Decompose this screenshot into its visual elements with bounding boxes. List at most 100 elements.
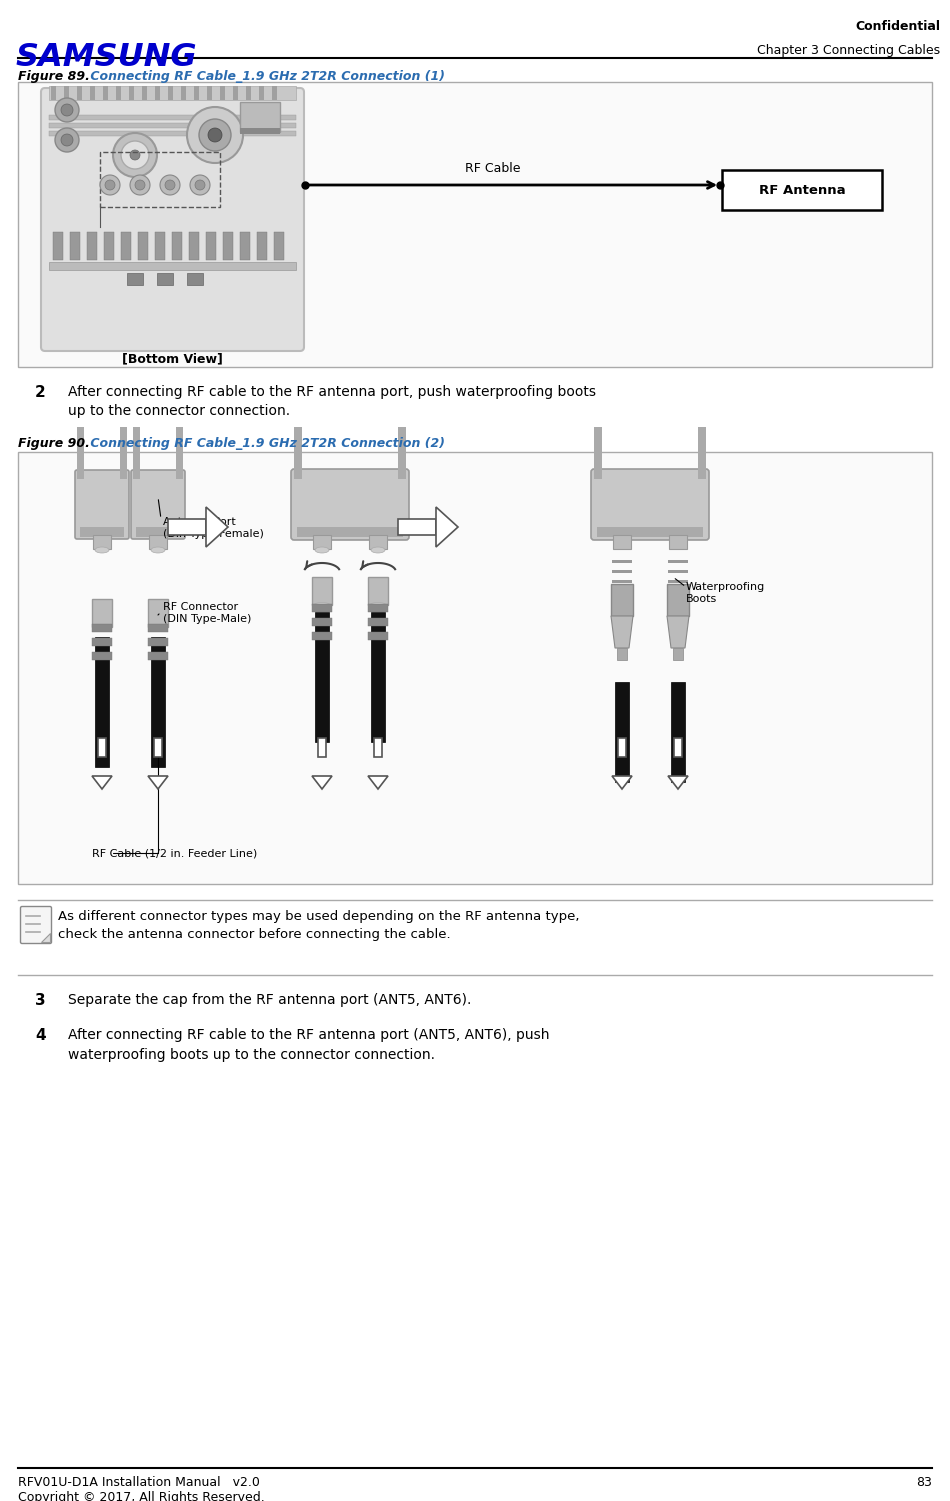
- Bar: [96, 639, 108, 654]
- Polygon shape: [436, 507, 458, 546]
- Bar: [77, 426, 84, 479]
- Bar: [272, 86, 277, 101]
- Bar: [152, 639, 164, 654]
- Bar: [138, 233, 148, 260]
- Text: As different connector types may be used depending on the RF antenna type,
check: As different connector types may be used…: [58, 910, 580, 941]
- Bar: [671, 681, 685, 782]
- Text: Antenna Port
(Din Type-Female): Antenna Port (Din Type-Female): [163, 516, 264, 539]
- Bar: [316, 618, 328, 633]
- Bar: [176, 426, 183, 479]
- Bar: [148, 638, 168, 645]
- Bar: [87, 233, 97, 260]
- Bar: [240, 128, 280, 134]
- Bar: [49, 131, 296, 137]
- Circle shape: [130, 150, 140, 161]
- Bar: [194, 86, 199, 101]
- Bar: [313, 534, 331, 549]
- FancyBboxPatch shape: [75, 470, 129, 539]
- Bar: [369, 534, 387, 549]
- Bar: [368, 618, 388, 626]
- Text: Connecting RF Cable_1.9 GHz 2T2R Connection (2): Connecting RF Cable_1.9 GHz 2T2R Connect…: [86, 437, 445, 450]
- Ellipse shape: [313, 602, 331, 609]
- Text: Copyright © 2017, All Rights Reserved.: Copyright © 2017, All Rights Reserved.: [18, 1490, 265, 1501]
- Ellipse shape: [151, 546, 165, 552]
- Bar: [142, 86, 147, 101]
- FancyBboxPatch shape: [131, 470, 185, 539]
- Circle shape: [135, 180, 145, 191]
- Bar: [92, 624, 112, 632]
- Bar: [315, 612, 329, 741]
- Bar: [297, 527, 403, 537]
- Bar: [49, 116, 296, 120]
- Text: Connecting RF Cable_1.9 GHz 2T2R Connection (1): Connecting RF Cable_1.9 GHz 2T2R Connect…: [86, 71, 445, 83]
- Bar: [611, 584, 633, 615]
- Circle shape: [199, 119, 231, 152]
- Bar: [148, 624, 168, 632]
- Bar: [172, 233, 182, 260]
- Bar: [612, 579, 632, 582]
- Bar: [168, 86, 173, 101]
- Bar: [64, 86, 69, 101]
- Circle shape: [195, 180, 205, 191]
- Bar: [372, 618, 384, 633]
- Text: RF Antenna: RF Antenna: [759, 183, 846, 197]
- Bar: [618, 738, 626, 757]
- Bar: [612, 570, 632, 573]
- FancyBboxPatch shape: [21, 907, 51, 944]
- Text: 3: 3: [35, 994, 46, 1009]
- Text: Confidential: Confidential: [855, 20, 940, 33]
- Bar: [220, 86, 225, 101]
- Bar: [93, 534, 111, 549]
- Bar: [368, 603, 388, 612]
- Bar: [80, 527, 124, 537]
- Bar: [51, 86, 56, 101]
- Ellipse shape: [95, 546, 109, 552]
- Circle shape: [113, 134, 157, 177]
- Bar: [155, 233, 165, 260]
- Bar: [223, 233, 233, 260]
- Bar: [92, 599, 112, 627]
- Bar: [674, 738, 682, 757]
- Bar: [90, 86, 95, 101]
- Bar: [233, 86, 238, 101]
- Circle shape: [190, 176, 210, 195]
- Ellipse shape: [93, 624, 111, 632]
- Bar: [133, 426, 140, 479]
- Bar: [49, 263, 296, 270]
- Bar: [49, 86, 296, 101]
- Polygon shape: [148, 776, 168, 790]
- Text: RF Connector
(DIN Type-Male): RF Connector (DIN Type-Male): [163, 602, 252, 623]
- Circle shape: [121, 141, 149, 170]
- Bar: [615, 681, 629, 782]
- Bar: [70, 233, 80, 260]
- Bar: [673, 648, 683, 660]
- Bar: [669, 534, 687, 549]
- Bar: [103, 86, 108, 101]
- Bar: [18, 83, 932, 368]
- Bar: [240, 102, 280, 132]
- Bar: [157, 273, 173, 285]
- Bar: [148, 651, 168, 660]
- Bar: [371, 612, 385, 741]
- Polygon shape: [612, 776, 632, 790]
- Ellipse shape: [149, 624, 167, 632]
- Bar: [207, 86, 212, 101]
- Bar: [121, 233, 131, 260]
- Ellipse shape: [315, 546, 329, 552]
- Bar: [240, 233, 250, 260]
- Text: After connecting RF cable to the RF antenna port (ANT5, ANT6), push
waterproofin: After connecting RF cable to the RF ante…: [68, 1028, 549, 1061]
- Text: RFV01U-D1A Installation Manual   v2.0: RFV01U-D1A Installation Manual v2.0: [18, 1475, 260, 1489]
- Text: Chapter 3 Connecting Cables: Chapter 3 Connecting Cables: [757, 44, 940, 57]
- Circle shape: [105, 180, 115, 191]
- Bar: [667, 584, 689, 615]
- Polygon shape: [312, 776, 332, 790]
- Bar: [613, 534, 631, 549]
- Bar: [95, 636, 109, 767]
- Text: SAMSUNG: SAMSUNG: [16, 42, 198, 74]
- Polygon shape: [206, 507, 228, 546]
- Bar: [312, 603, 332, 612]
- Polygon shape: [368, 776, 388, 790]
- Bar: [368, 632, 388, 639]
- Bar: [318, 738, 326, 757]
- Bar: [312, 632, 332, 639]
